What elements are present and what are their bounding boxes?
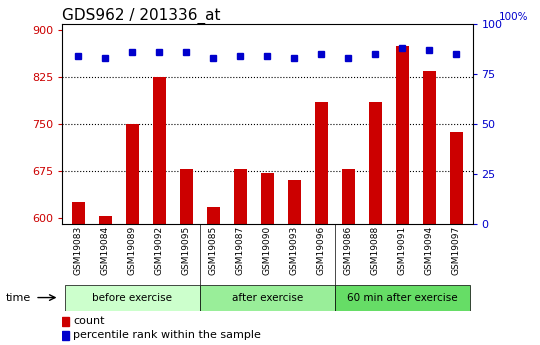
Text: GSM19084: GSM19084: [101, 226, 110, 275]
Bar: [449, 132, 463, 224]
Text: GSM19086: GSM19086: [344, 226, 353, 275]
Bar: [206, 207, 220, 224]
Text: after exercise: after exercise: [232, 293, 303, 303]
Bar: [287, 180, 301, 224]
Bar: [314, 102, 328, 224]
Text: GSM19093: GSM19093: [290, 226, 299, 275]
Text: time: time: [5, 293, 31, 303]
Text: before exercise: before exercise: [92, 293, 172, 303]
Bar: [368, 102, 382, 224]
Text: GSM19083: GSM19083: [74, 226, 83, 275]
Bar: [98, 216, 112, 224]
Text: GSM19092: GSM19092: [155, 226, 164, 275]
Bar: [152, 77, 166, 224]
Bar: [233, 169, 247, 224]
Text: GSM19090: GSM19090: [263, 226, 272, 275]
Bar: [341, 169, 355, 224]
Bar: [200, 285, 335, 310]
Text: GSM19087: GSM19087: [236, 226, 245, 275]
Text: count: count: [73, 316, 105, 326]
Bar: [65, 285, 200, 310]
Bar: [62, 331, 70, 340]
Text: GSM19094: GSM19094: [425, 226, 434, 275]
Text: GDS962 / 201336_at: GDS962 / 201336_at: [62, 8, 221, 24]
Bar: [179, 169, 193, 224]
Text: 60 min after exercise: 60 min after exercise: [347, 293, 457, 303]
Text: GSM19091: GSM19091: [398, 226, 407, 275]
Bar: [335, 285, 470, 310]
Text: GSM19095: GSM19095: [182, 226, 191, 275]
Bar: [395, 46, 409, 224]
Bar: [125, 124, 139, 224]
Text: 100%: 100%: [499, 12, 529, 22]
Bar: [62, 317, 70, 326]
Text: GSM19088: GSM19088: [371, 226, 380, 275]
Text: GSM19085: GSM19085: [209, 226, 218, 275]
Bar: [71, 203, 85, 224]
Text: percentile rank within the sample: percentile rank within the sample: [73, 330, 261, 340]
Text: GSM19096: GSM19096: [317, 226, 326, 275]
Text: GSM19089: GSM19089: [128, 226, 137, 275]
Text: GSM19097: GSM19097: [452, 226, 461, 275]
Bar: [260, 173, 274, 224]
Bar: [422, 71, 436, 224]
